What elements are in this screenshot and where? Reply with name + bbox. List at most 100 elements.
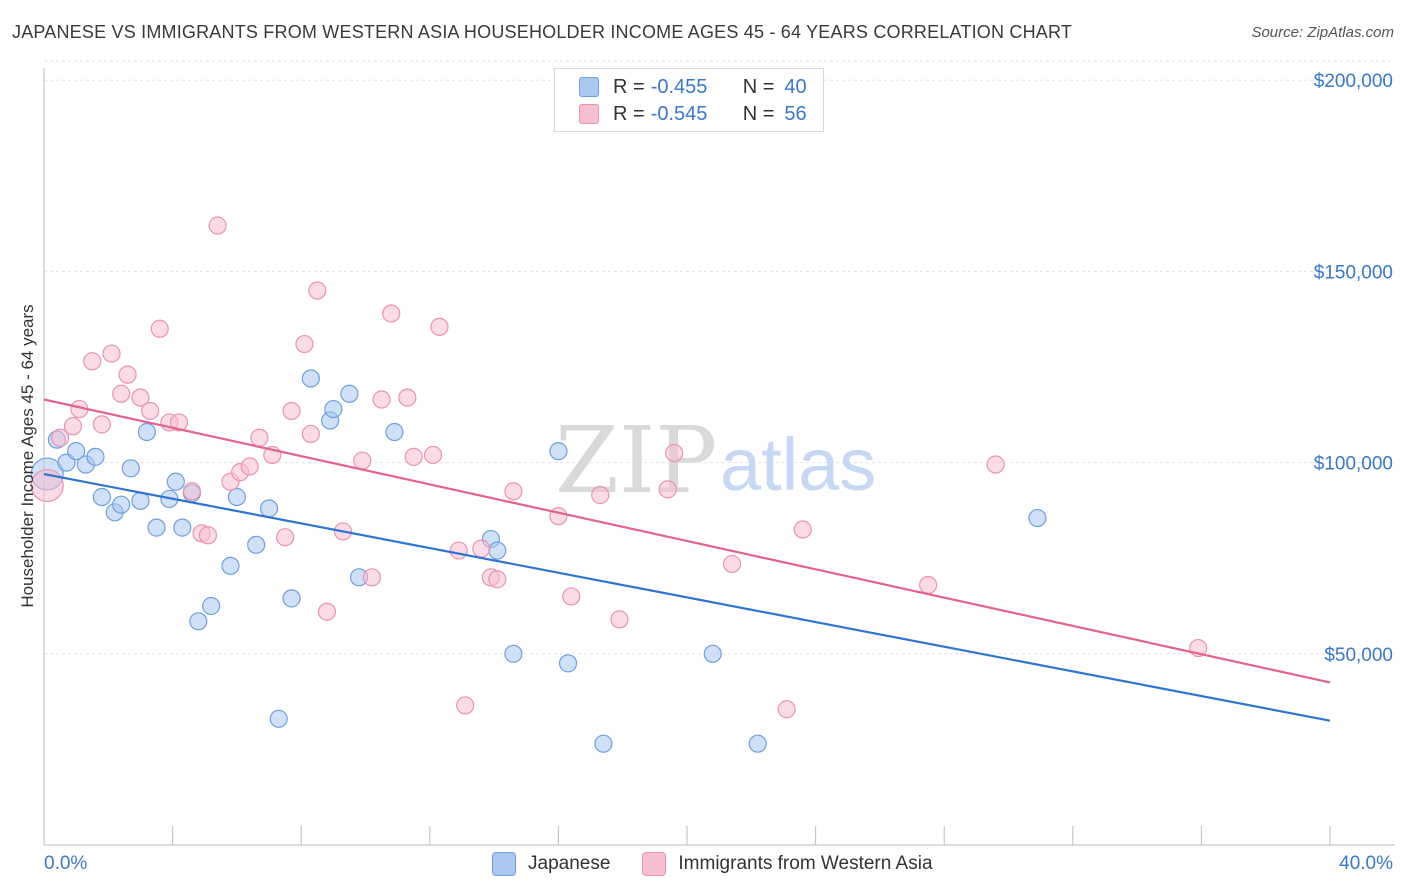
japanese-point [259, 499, 279, 518]
legend-item-western-asia: Immigrants from Western Asia [642, 852, 933, 876]
western-asia-point [919, 575, 938, 595]
axes [43, 68, 1395, 846]
legend-row-japanese: R = -0.455 N = 40 [579, 74, 807, 100]
x-tick-label: 0.0% [44, 853, 87, 874]
japanese-point [748, 734, 767, 753]
japanese-swatch [579, 77, 599, 97]
source-label: Source: ZipAtlas.com [1251, 24, 1394, 41]
western-asia-point [423, 445, 443, 465]
y-tick-label: $100,000 [1314, 454, 1393, 475]
western-asia-point [362, 568, 382, 587]
western-asia-n-value: 56 [784, 102, 807, 125]
western-asia-point [50, 428, 70, 447]
watermark-atlas: atlas [720, 423, 876, 506]
japanese-point [703, 644, 722, 663]
trend-lines [43, 398, 1331, 722]
western-asia-point [102, 344, 121, 363]
japanese-n-value: 40 [784, 75, 807, 98]
japanese-point [121, 459, 140, 478]
japanese-point [324, 399, 343, 419]
western-asia-point [610, 610, 629, 629]
japanese-point [166, 472, 185, 491]
japanese-point [67, 442, 86, 461]
western-asia-point [430, 317, 449, 336]
japanese-point [227, 487, 246, 507]
western-asia-point [504, 482, 523, 501]
western-asia-point [308, 281, 327, 300]
western-asia-point [301, 424, 320, 444]
western-asia-legend-swatch [642, 852, 667, 876]
japanese-legend-label: Japanese [528, 853, 611, 874]
japanese-point [131, 491, 150, 510]
n-label: N = [742, 75, 775, 98]
western-asia-point [208, 216, 227, 235]
japanese-point [549, 442, 568, 461]
western-asia-point [92, 415, 111, 434]
japanese-point [137, 422, 156, 442]
western-asia-point [250, 428, 269, 447]
japanese-point [92, 487, 111, 507]
western-asia-point [777, 700, 796, 719]
western-asia-point [83, 352, 102, 371]
western-asia-r-value: -0.545 [650, 102, 708, 125]
japanese-point [301, 369, 320, 388]
western-asia-point [353, 451, 372, 470]
legend-row-western-asia: R = -0.545 N = 56 [579, 101, 807, 127]
japanese-point [202, 596, 221, 616]
japanese-trend-line [43, 472, 1331, 722]
r-label: R = [613, 75, 645, 98]
y-tick-label: $200,000 [1314, 71, 1393, 92]
n-label: N = [742, 102, 775, 125]
data-points [30, 216, 1208, 753]
gridlines [44, 60, 1395, 655]
japanese-point [385, 422, 404, 442]
western-asia-point [488, 570, 507, 589]
western-asia-point [793, 520, 812, 539]
watermark-zip: ZIP [555, 407, 717, 514]
japanese-point [112, 495, 131, 514]
x-tick-label: 40.0% [1339, 853, 1393, 874]
western-asia-point [472, 539, 491, 558]
western-asia-point [658, 480, 677, 499]
western-asia-point [63, 417, 83, 436]
western-asia-point [317, 602, 337, 621]
japanese-point [594, 734, 613, 753]
western-asia-point [456, 696, 475, 715]
western-asia-point [549, 507, 568, 526]
western-asia-point [30, 468, 64, 503]
japanese-point [189, 612, 208, 631]
japanese-point [247, 535, 266, 554]
r-label: R = [613, 102, 645, 125]
western-asia-point [398, 388, 417, 407]
western-asia-point [150, 319, 169, 338]
western-asia-point [282, 401, 301, 421]
western-asia-point [591, 486, 610, 505]
japanese-legend-swatch [492, 852, 516, 876]
japanese-point [558, 654, 578, 673]
western-asia-legend-label: Immigrants from Western Asia [678, 853, 933, 874]
japanese-point [173, 518, 192, 537]
japanese-point [1028, 508, 1047, 528]
western-asia-point [562, 587, 581, 606]
japanese-point [488, 541, 507, 560]
western-asia-point [722, 554, 742, 574]
tick-labels: $50,000 $100,000 $150,000 $200,000 0.0% 40.0% [44, 71, 1393, 874]
y-tick-label: $150,000 [1314, 262, 1393, 283]
western-asia-point [986, 455, 1005, 474]
western-asia-point [295, 334, 314, 354]
chart-title: JAPANESE VS IMMIGRANTS FROM WESTERN ASIA… [12, 22, 1073, 42]
western-asia-point [169, 413, 189, 432]
series-legend: Japanese Immigrants from Western Asia [492, 852, 965, 876]
western-asia-point [382, 304, 401, 323]
japanese-point [282, 589, 301, 608]
western-asia-point [118, 365, 137, 384]
western-asia-point [198, 526, 218, 545]
japanese-point [340, 384, 359, 403]
y-tick-label: $50,000 [1324, 645, 1393, 666]
japanese-point [221, 556, 240, 575]
western-asia-trend-line [43, 398, 1331, 684]
y-axis-label: Householder Income Ages 45 - 64 years [18, 304, 37, 607]
western-asia-point [140, 401, 160, 421]
western-asia-point [240, 457, 259, 476]
